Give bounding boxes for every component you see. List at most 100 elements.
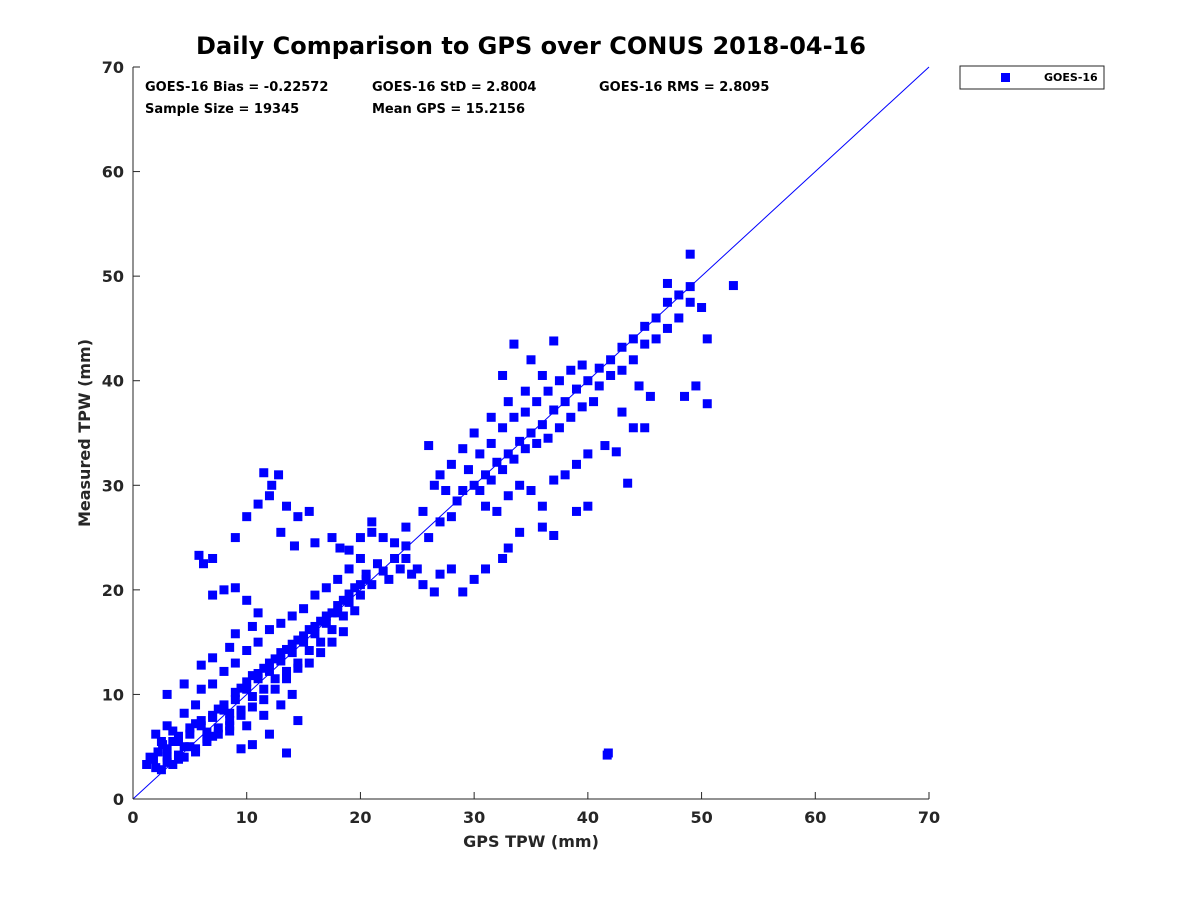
- data-point: [242, 646, 252, 656]
- data-point: [236, 683, 246, 693]
- data-point: [515, 436, 525, 446]
- data-point: [293, 658, 303, 668]
- data-point: [355, 580, 365, 590]
- data-point: [310, 621, 320, 631]
- data-point: [247, 702, 257, 712]
- data-point: [168, 759, 178, 769]
- data-point: [543, 386, 553, 396]
- data-point: [583, 501, 593, 511]
- data-point: [566, 412, 576, 422]
- data-point: [452, 496, 462, 506]
- data-point: [390, 538, 400, 548]
- data-point: [492, 457, 502, 467]
- data-point: [293, 663, 303, 673]
- data-point: [287, 689, 297, 699]
- data-point: [162, 744, 172, 754]
- data-point: [287, 648, 297, 658]
- data-point: [367, 517, 377, 527]
- data-point: [225, 716, 235, 726]
- y-tick-label: 40: [102, 372, 124, 391]
- data-point: [276, 527, 286, 537]
- data-point: [225, 642, 235, 652]
- data-point: [532, 438, 542, 448]
- data-point: [253, 674, 263, 684]
- data-point: [503, 491, 513, 501]
- data-point: [230, 583, 240, 593]
- data-point: [355, 553, 365, 563]
- data-point: [526, 428, 536, 438]
- data-point: [384, 574, 394, 584]
- data-point: [549, 530, 559, 540]
- x-tick-label: 10: [236, 808, 258, 827]
- data-point: [702, 334, 712, 344]
- data-point: [435, 517, 445, 527]
- legend-box: [959, 65, 1105, 90]
- data-point: [603, 748, 613, 758]
- data-point: [640, 423, 650, 433]
- data-point: [589, 397, 599, 407]
- data-point: [549, 405, 559, 415]
- y-tick-label: 60: [102, 163, 124, 182]
- data-point: [350, 606, 360, 616]
- data-point: [498, 553, 508, 563]
- data-point: [242, 677, 252, 687]
- data-point: [429, 587, 439, 597]
- legend-marker-goes-16: [1001, 73, 1010, 82]
- data-point: [179, 742, 189, 752]
- data-point: [247, 740, 257, 750]
- data-point: [469, 574, 479, 584]
- data-point: [543, 433, 553, 443]
- data-point: [429, 480, 439, 490]
- data-point: [418, 506, 428, 516]
- data-point: [594, 363, 604, 373]
- data-point: [225, 708, 235, 718]
- data-point: [560, 470, 570, 480]
- x-tick-label: 70: [918, 808, 940, 827]
- data-point: [267, 480, 277, 490]
- x-tick-label: 30: [463, 808, 485, 827]
- data-point: [372, 559, 382, 569]
- data-point: [674, 290, 684, 300]
- data-point: [276, 618, 286, 628]
- data-point: [208, 590, 218, 600]
- stat-std: GOES-16 StD = 2.8004: [372, 80, 536, 95]
- data-point: [219, 700, 229, 710]
- data-point: [537, 522, 547, 532]
- data-point: [503, 397, 513, 407]
- data-point: [481, 501, 491, 511]
- data-point: [344, 564, 354, 574]
- data-point: [412, 564, 422, 574]
- y-axis-label: Measured TPW (mm): [75, 339, 94, 527]
- data-point: [304, 506, 314, 516]
- data-point: [486, 438, 496, 448]
- data-point: [401, 553, 411, 563]
- data-point: [617, 365, 627, 375]
- data-point: [179, 752, 189, 762]
- data-point: [185, 723, 195, 733]
- data-point: [338, 595, 348, 605]
- y-tick-label: 10: [102, 685, 124, 704]
- stat-sample-size: Sample Size = 19345: [145, 102, 299, 117]
- legend: GOES-16: [959, 65, 1105, 90]
- data-point: [395, 564, 405, 574]
- y-tick-label: 50: [102, 267, 124, 286]
- data-point: [321, 618, 331, 628]
- data-point: [185, 742, 195, 752]
- data-point: [606, 355, 616, 365]
- data-point: [645, 391, 655, 401]
- data-point: [566, 365, 576, 375]
- data-point: [259, 684, 269, 694]
- data-point: [208, 731, 218, 741]
- data-point: [418, 580, 428, 590]
- data-point: [310, 538, 320, 548]
- data-point: [304, 658, 314, 668]
- data-point: [230, 658, 240, 668]
- data-point: [299, 637, 309, 647]
- data-point: [344, 545, 354, 555]
- data-point: [270, 684, 280, 694]
- data-point: [282, 501, 292, 511]
- data-point: [270, 674, 280, 684]
- data-point: [486, 412, 496, 422]
- data-point: [407, 569, 417, 579]
- data-point: [469, 428, 479, 438]
